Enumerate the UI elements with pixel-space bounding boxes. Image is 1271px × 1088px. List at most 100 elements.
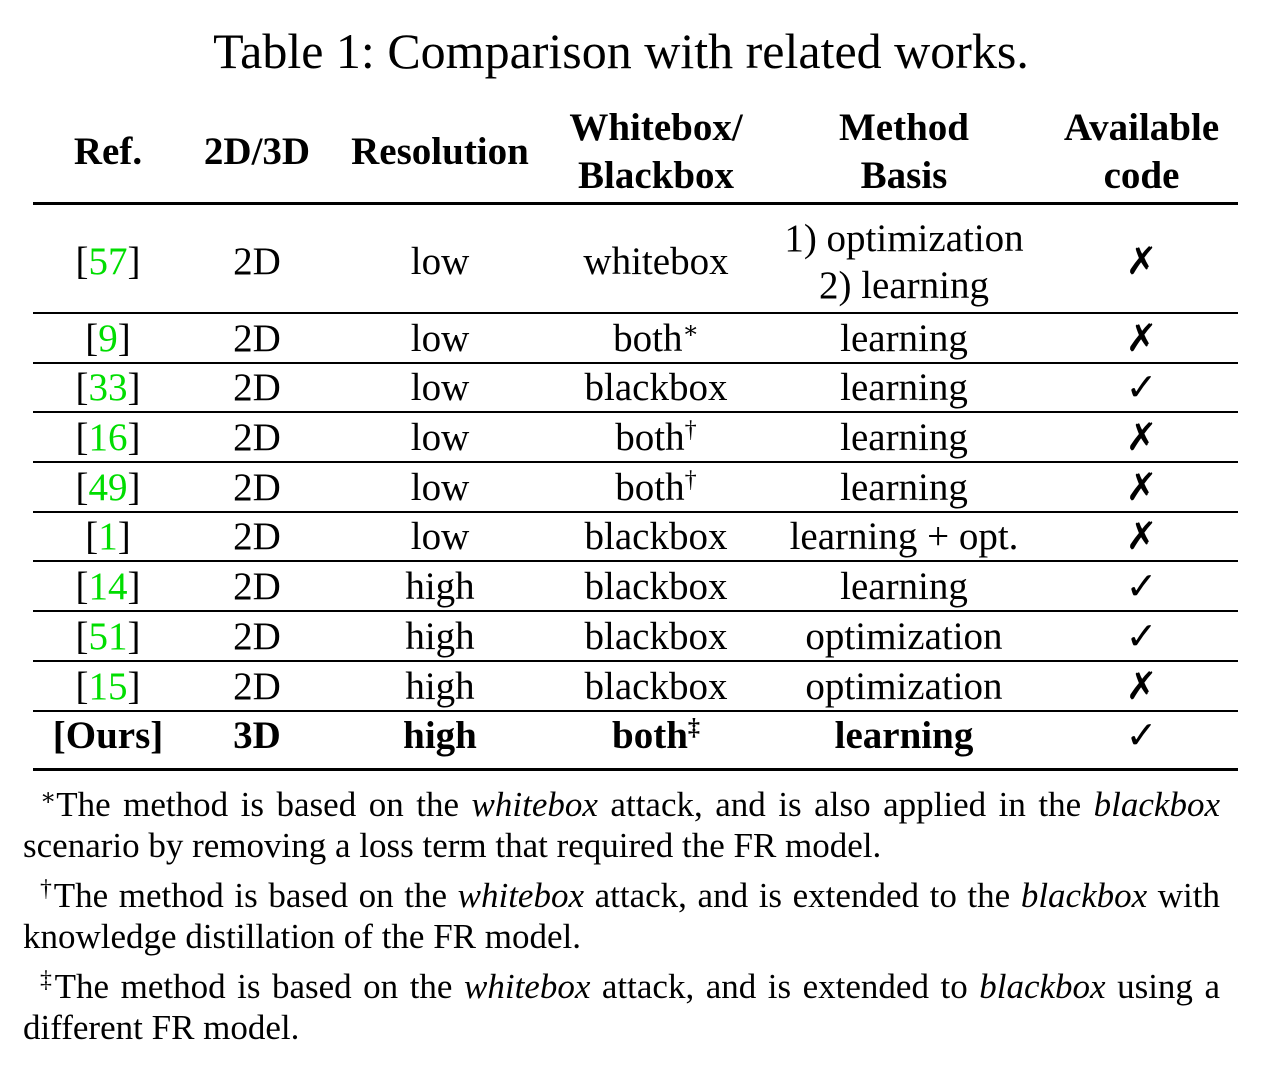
resolution-value: low xyxy=(410,366,470,409)
resolution-value: high xyxy=(403,713,477,757)
bracket-open: [ xyxy=(75,564,89,608)
bracket-close: ] xyxy=(150,713,164,757)
resolution-cell: low xyxy=(331,413,549,461)
dimension-value: 2D xyxy=(233,614,281,658)
attack-setting-cell: blackbox xyxy=(549,562,763,610)
dimension-cell: 2D xyxy=(183,463,331,511)
method-basis-value: learning xyxy=(840,415,968,459)
footnote-italic: blackbox xyxy=(1093,785,1220,824)
ref-cell: [57] xyxy=(33,211,183,312)
dimension-cell: 3D xyxy=(183,712,331,758)
bracket-open: [ xyxy=(75,664,89,708)
ref-cell: [51] xyxy=(33,612,183,660)
bracket-close: ] xyxy=(127,614,141,658)
method-basis-value: optimization xyxy=(805,664,1003,708)
ref-cell: [14] xyxy=(33,562,183,610)
footnote-text: with knowledge distillation of the FR mo… xyxy=(23,876,1220,956)
cross-mark-icon: ✗ xyxy=(1125,464,1158,509)
bracket-close: ] xyxy=(127,366,141,409)
citation-link[interactable]: 16 xyxy=(88,415,128,459)
dimension-cell: 2D xyxy=(183,662,331,710)
reference: [14] xyxy=(76,563,141,610)
bracket-open: [ xyxy=(85,316,99,360)
code-availability-cell: ✗ xyxy=(1045,314,1238,362)
header-label: Whitebox/ xyxy=(569,106,743,149)
reference: [16] xyxy=(76,414,141,461)
citation-link[interactable]: 14 xyxy=(88,564,128,608)
bracket-open: [ xyxy=(75,614,89,658)
citation-link[interactable]: 57 xyxy=(88,240,128,283)
bracket-close: ] xyxy=(117,515,131,558)
reference: [15] xyxy=(76,663,141,710)
resolution-value: low xyxy=(410,415,470,459)
dimension-value: 2D xyxy=(233,240,281,283)
resolution-cell: low xyxy=(331,364,549,411)
attack-setting-cell: both† xyxy=(549,463,763,511)
cross-mark-icon: ✗ xyxy=(1125,514,1158,558)
citation-link[interactable]: 15 xyxy=(88,664,128,708)
footnote-mark: ∗ xyxy=(682,317,699,345)
footnote: †The method is based on the whitebox att… xyxy=(23,875,1220,957)
code-availability-cell: ✗ xyxy=(1045,413,1238,461)
citation-link[interactable]: 33 xyxy=(88,366,128,409)
code-availability-cell: ✓ xyxy=(1045,562,1238,610)
citation-link[interactable]: 51 xyxy=(88,614,128,658)
dimension-cell: 2D xyxy=(183,314,331,362)
ref-cell: [9] xyxy=(33,314,183,362)
header-label: Ref. xyxy=(73,130,143,173)
dimension-cell: 2D xyxy=(183,612,331,660)
attack-setting-label: both xyxy=(613,316,683,360)
header-method-basis: Method Basis xyxy=(763,102,1045,202)
dimension-value: 2D xyxy=(233,564,281,608)
footnote-text: The method is based on the xyxy=(54,967,464,1006)
attack-setting-cell: blackbox xyxy=(549,612,763,660)
resolution-value: low xyxy=(410,240,470,283)
code-availability-cell: ✗ xyxy=(1045,513,1238,560)
table-row: [16] 2D low both† learning ✗ xyxy=(33,413,1238,463)
citation-link[interactable]: 1 xyxy=(98,515,118,558)
method-basis-cell: 1) optimization 2) learning xyxy=(763,211,1045,312)
table-row: [15] 2D high blackbox optimization ✗ xyxy=(33,662,1238,712)
footnote-italic: blackbox xyxy=(979,967,1106,1006)
reference: [Ours] xyxy=(53,712,164,759)
attack-setting-cell: whitebox xyxy=(549,211,763,312)
code-availability-cell: ✓ xyxy=(1045,364,1238,411)
check-mark-icon: ✓ xyxy=(1125,613,1158,658)
table-row: [49] 2D low both† learning ✗ xyxy=(33,463,1238,513)
table-row: [51] 2D high blackbox optimization ✓ xyxy=(33,612,1238,662)
dimension-value: 2D xyxy=(233,316,281,360)
footnote-text: scenario by removing a loss term that re… xyxy=(23,826,882,865)
citation-link[interactable]: 49 xyxy=(88,465,128,509)
method-basis-cell: learning xyxy=(763,364,1045,411)
table-footnotes: ∗The method is based on the whitebox att… xyxy=(23,784,1220,1048)
check-mark-icon: ✓ xyxy=(1125,712,1158,757)
header-label: Available xyxy=(1063,106,1220,149)
ref-cell: [1] xyxy=(33,513,183,560)
method-basis-cell: learning xyxy=(763,413,1045,461)
attack-setting-label: both xyxy=(615,465,685,509)
dimension-value: 2D xyxy=(233,465,281,509)
footnote-mark: ‡ xyxy=(687,714,700,742)
method-basis-value: learning xyxy=(840,465,968,509)
method-basis-cell: learning + opt. xyxy=(763,513,1045,560)
method-basis-value: 1) optimization xyxy=(784,216,1024,260)
ours-label: Ours xyxy=(65,713,151,757)
footnote-mark: ‡ xyxy=(40,966,55,993)
bracket-close: ] xyxy=(127,240,141,283)
table-row: [33] 2D low blackbox learning ✓ xyxy=(33,364,1238,413)
dimension-value: 2D xyxy=(233,415,281,459)
resolution-value: high xyxy=(405,614,475,658)
footnote-italic: blackbox xyxy=(1020,876,1148,915)
footnote-italic: whitebox xyxy=(464,967,591,1006)
code-availability-cell: ✗ xyxy=(1045,463,1238,511)
dimension-value: 2D xyxy=(233,515,281,558)
resolution-cell: high xyxy=(331,562,549,610)
ref-cell: [Ours] xyxy=(33,712,183,758)
header-label: code xyxy=(1103,154,1180,197)
method-basis-cell: learning xyxy=(763,562,1045,610)
method-basis-value: learning + opt. xyxy=(789,515,1019,558)
citation-link[interactable]: 9 xyxy=(98,316,118,360)
attack-setting-value: blackbox xyxy=(584,614,728,658)
bracket-open: [ xyxy=(75,465,89,509)
table-row: [1] 2D low blackbox learning + opt. ✗ xyxy=(33,513,1238,562)
